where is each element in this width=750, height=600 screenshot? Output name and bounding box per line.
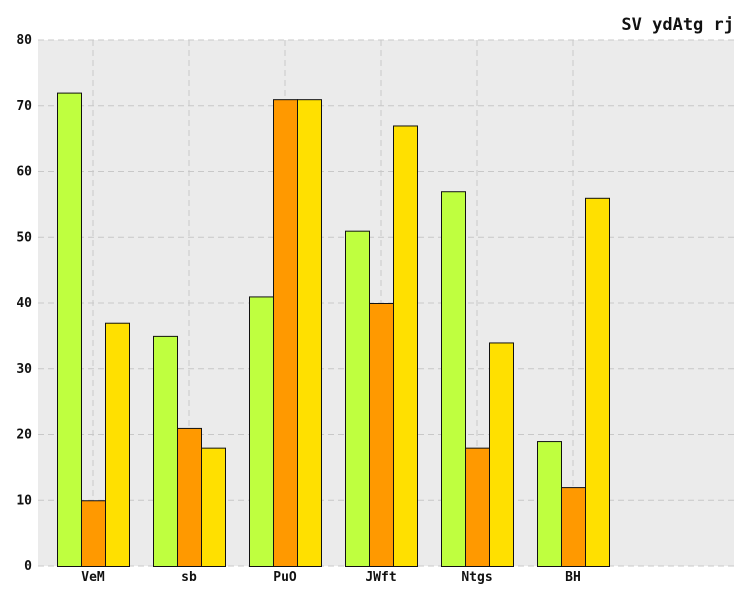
y-tick-label: 80 [16,33,32,48]
bar [585,197,610,568]
y-tick-label: 10 [16,493,32,508]
x-tick-label: BH [565,570,581,585]
bar [201,447,226,567]
x-tick-label: sb [181,570,197,585]
y-tick-label: 50 [16,230,32,245]
bar [105,322,130,567]
bar [153,335,178,567]
x-tick-label: VeM [81,570,105,585]
x-axis-ticks: VeM sb PuO JWft Ntgs BH [81,570,581,585]
bar [465,447,490,567]
chart-title: SV ydAtg rj [621,15,734,35]
y-tick-label: 0 [24,559,32,574]
bar [297,99,322,568]
y-tick-label: 30 [16,362,32,377]
y-tick-label: 70 [16,99,32,114]
bar [369,303,394,567]
bar [441,191,466,567]
bar [57,92,82,567]
bar [489,342,514,568]
x-tick-label: PuO [273,570,297,585]
x-tick-label: Ntgs [461,570,492,585]
x-tick-label: JWft [365,570,396,585]
bar [177,427,202,567]
bar [561,487,586,568]
bar [537,441,562,568]
bar [393,125,418,567]
bar [273,99,298,568]
y-tick-label: 60 [16,165,32,180]
bars [57,92,610,568]
y-tick-label: 40 [16,296,32,311]
bar [81,500,106,567]
bar [345,230,370,568]
bar [249,296,274,567]
y-tick-label: 20 [16,428,32,443]
y-axis-ticks: 0 10 20 30 40 50 60 70 80 [16,33,32,574]
